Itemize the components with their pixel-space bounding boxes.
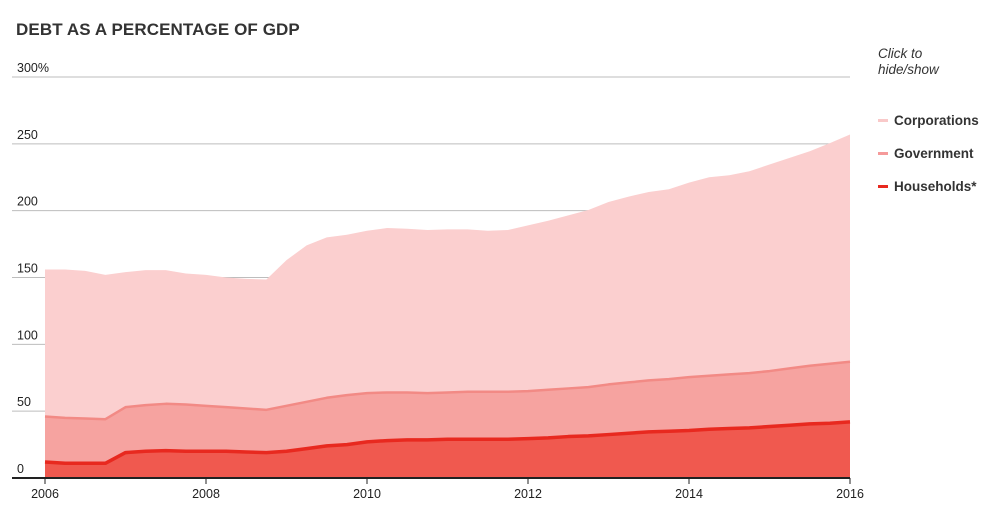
- y-tick-label: 0: [17, 462, 24, 476]
- chart-title: DEBT AS A PERCENTAGE OF GDP: [16, 20, 300, 39]
- x-tick-label: 2012: [514, 487, 542, 501]
- legend-hint: Click to hide/show: [878, 46, 939, 77]
- data-areas: [44, 134, 851, 479]
- y-tick-label: 300%: [17, 61, 49, 75]
- legend: Click to hide/show Corporations Governme…: [878, 46, 983, 203]
- legend-label-households: Households*: [894, 179, 977, 194]
- y-tick-label: 100: [17, 328, 38, 342]
- legend-item-corporations[interactable]: Corporations: [878, 104, 983, 137]
- legend-item-government[interactable]: Government: [878, 137, 983, 170]
- x-tick-label: 2016: [836, 487, 864, 501]
- x-tick-label: 2008: [192, 487, 220, 501]
- legend-swatch-government: [878, 152, 888, 155]
- line-government: [44, 360, 851, 421]
- legend-swatch-corporations: [878, 119, 888, 122]
- y-tick-label: 200: [17, 195, 38, 209]
- legend-swatch-households: [878, 185, 888, 188]
- legend-label-government: Government: [894, 146, 974, 161]
- legend-item-households[interactable]: Households*: [878, 170, 983, 203]
- area-households: [45, 421, 850, 478]
- x-tick-label: 2010: [353, 487, 381, 501]
- x-tick-label: 2006: [31, 487, 59, 501]
- axes: 0 50 100 150 200 250 300% 2006 2008 2010 2012 2014 2…: [12, 61, 864, 501]
- y-tick-label: 50: [17, 395, 31, 409]
- legend-label-corporations: Corporations: [894, 113, 979, 128]
- y-tick-label: 250: [17, 128, 38, 142]
- x-tick-label: 2014: [675, 487, 703, 501]
- line-households: [44, 420, 851, 466]
- y-tick-label: 150: [17, 262, 38, 276]
